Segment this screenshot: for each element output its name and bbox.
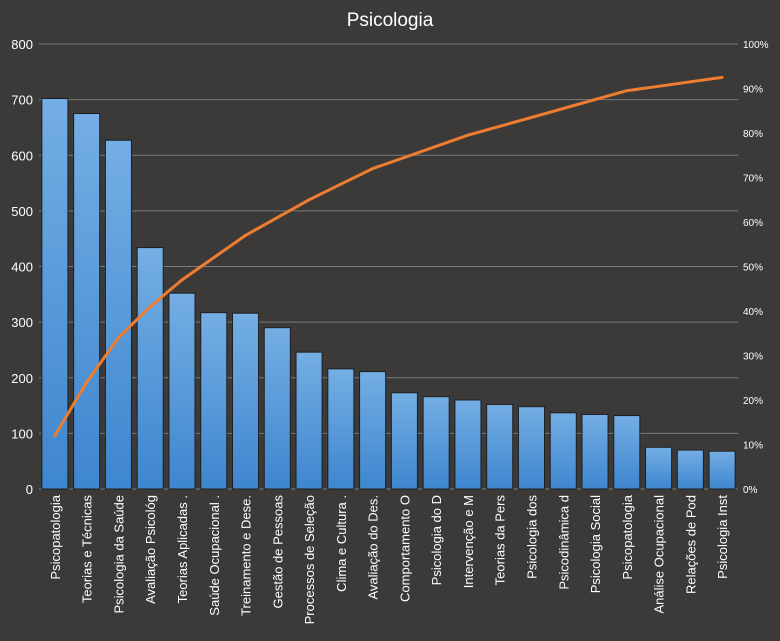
x-tick-label: Clima e Cultura . xyxy=(334,495,349,592)
bar xyxy=(549,412,577,490)
bar xyxy=(231,312,260,490)
x-tick-label: Treinamento e Dese. xyxy=(239,495,254,616)
line-point xyxy=(434,144,438,148)
line-point xyxy=(625,89,629,93)
y2-tick-label: 60% xyxy=(743,218,763,229)
x-tick-label: Teorias da Pers xyxy=(493,495,508,586)
x-tick-label: Comportamento O xyxy=(397,495,412,602)
x-tick-label: Processos de Seleção xyxy=(302,495,317,624)
line-point xyxy=(180,278,184,282)
line-point xyxy=(307,198,311,202)
y-axis-secondary: 0% 10% 20% 30% 40% 50% 60% 70% 80% 90% 100% xyxy=(743,40,769,496)
x-tick-label: Psicodinâmica d xyxy=(556,495,571,590)
y2-tick-label: 50% xyxy=(743,263,763,274)
y-tick-label: 700 xyxy=(11,93,33,108)
y-tick-label: 100 xyxy=(11,426,33,441)
bar xyxy=(73,113,101,490)
line-point xyxy=(339,182,343,186)
line-point xyxy=(116,336,120,340)
y-tick-label: 200 xyxy=(11,371,33,386)
bar xyxy=(581,413,609,490)
bar xyxy=(136,247,164,490)
x-tick-label: Psicopatologia xyxy=(48,494,63,579)
y-axis-primary: 0 100 200 300 400 500 600 700 800 xyxy=(11,37,33,497)
y2-tick-label: 100% xyxy=(743,40,769,51)
x-tick-label: Relações de Pod xyxy=(683,495,698,594)
y-tick-label: 300 xyxy=(11,315,33,330)
bar xyxy=(422,396,450,490)
line-point xyxy=(466,133,470,137)
y-tick-label: 500 xyxy=(11,204,33,219)
line-point xyxy=(657,84,661,88)
bar xyxy=(168,292,196,490)
bar xyxy=(676,449,704,490)
line-point xyxy=(148,305,152,309)
x-tick-label: Psicologia Inst xyxy=(715,495,730,579)
x-tick-label: Psicopatologia xyxy=(620,494,635,579)
x-tick-label: Psicologia Social xyxy=(588,495,603,593)
line-point xyxy=(85,380,89,384)
bar xyxy=(454,399,482,490)
y-tick-label: 800 xyxy=(11,37,33,52)
chart-title: Psicologia xyxy=(347,10,434,31)
line-point xyxy=(402,155,406,159)
x-tick-label: Análise Ocupacional xyxy=(652,495,667,614)
line-point xyxy=(529,115,533,119)
y2-tick-label: 40% xyxy=(743,307,763,318)
line-point xyxy=(275,216,279,220)
x-tick-label: Intervenção e M xyxy=(461,495,476,588)
bar xyxy=(295,351,323,490)
x-tick-label: Psicologia do D xyxy=(429,495,444,585)
cumulative-line-series xyxy=(53,75,724,438)
bar xyxy=(41,98,69,490)
x-tick-label: Psicologia dos xyxy=(524,495,539,579)
x-tick-label: Teorias Aplicadas . xyxy=(175,495,190,603)
x-axis: Psicopatologia Teorias e Técnicas Psicolog… xyxy=(48,494,730,624)
x-tick-label: Saúde Ocupacional . xyxy=(207,495,222,616)
bar xyxy=(517,406,546,490)
y-tick-label: 0 xyxy=(26,482,33,497)
y2-tick-label: 80% xyxy=(743,129,763,140)
line-point xyxy=(498,124,502,128)
line-point xyxy=(593,98,597,102)
bar xyxy=(486,403,514,490)
bar xyxy=(327,368,355,490)
cumulative-line xyxy=(53,75,723,437)
line-point xyxy=(244,233,248,237)
y2-tick-label: 20% xyxy=(743,396,763,407)
bar xyxy=(390,392,418,490)
y2-tick-label: 30% xyxy=(743,352,763,363)
y2-tick-label: 90% xyxy=(743,85,763,96)
line-point xyxy=(371,167,375,171)
x-tick-label: Gestão de Pessoas xyxy=(270,495,285,609)
bar xyxy=(708,450,736,490)
bar xyxy=(645,446,673,490)
y2-tick-label: 70% xyxy=(743,174,763,185)
bar-series xyxy=(41,98,736,490)
y-tick-label: 400 xyxy=(11,260,33,275)
y2-tick-label: 0% xyxy=(743,485,758,496)
line-point xyxy=(53,434,57,438)
line-point xyxy=(688,80,692,84)
x-tick-label: Psicologia da Saúde xyxy=(111,495,126,614)
x-tick-label: Teorias e Técnicas xyxy=(80,495,95,604)
bar xyxy=(104,139,132,490)
line-point xyxy=(720,75,724,79)
x-tick-label: Avaliação do Des. xyxy=(366,495,381,600)
bar xyxy=(200,312,228,490)
y2-tick-label: 10% xyxy=(743,441,763,452)
line-point xyxy=(212,256,216,260)
line-point xyxy=(561,107,565,111)
x-tick-label: Avaliação Psicológ xyxy=(143,495,158,604)
y-tick-label: 600 xyxy=(11,148,33,163)
bar xyxy=(359,371,387,490)
bar xyxy=(263,327,291,490)
bar xyxy=(613,415,641,490)
